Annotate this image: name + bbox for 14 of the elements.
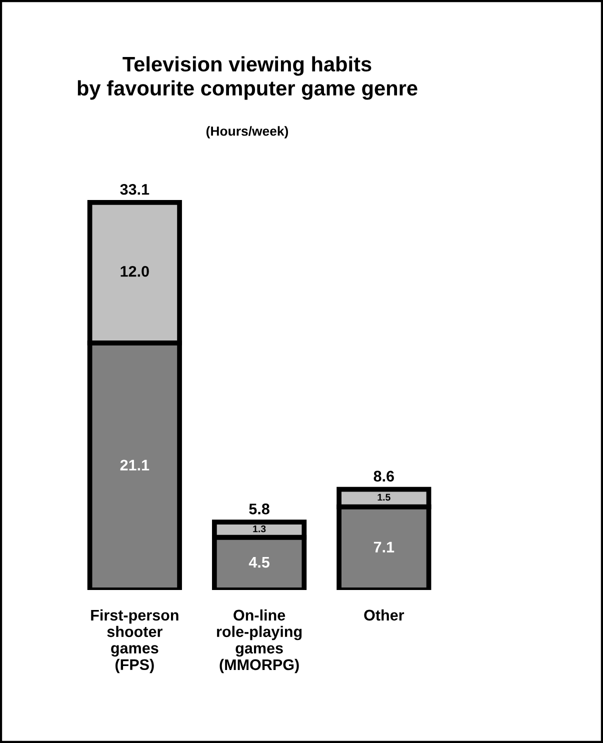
x-tick-label: On-line role-playing games (MMORPG): [217, 609, 302, 674]
total-label: 5.8: [249, 504, 270, 514]
x-tick-label: Other: [364, 609, 404, 621]
data-label: 1.3: [253, 525, 266, 532]
data-label: 7.1: [374, 542, 394, 552]
data-label: 4.5: [248, 557, 270, 568]
total-label: 8.6: [374, 470, 394, 482]
data-label: 21.1: [120, 460, 150, 470]
chart-subtitle: (Hours/week): [206, 126, 288, 138]
chart-title: Television viewing habits by favourite computer game genre: [78, 56, 418, 100]
x-tick-label: First-person shooter games (FPS): [91, 609, 178, 674]
total-label: 33.1: [120, 184, 150, 195]
data-label: 1.5: [378, 494, 390, 501]
data-label: 12.0: [120, 266, 149, 277]
